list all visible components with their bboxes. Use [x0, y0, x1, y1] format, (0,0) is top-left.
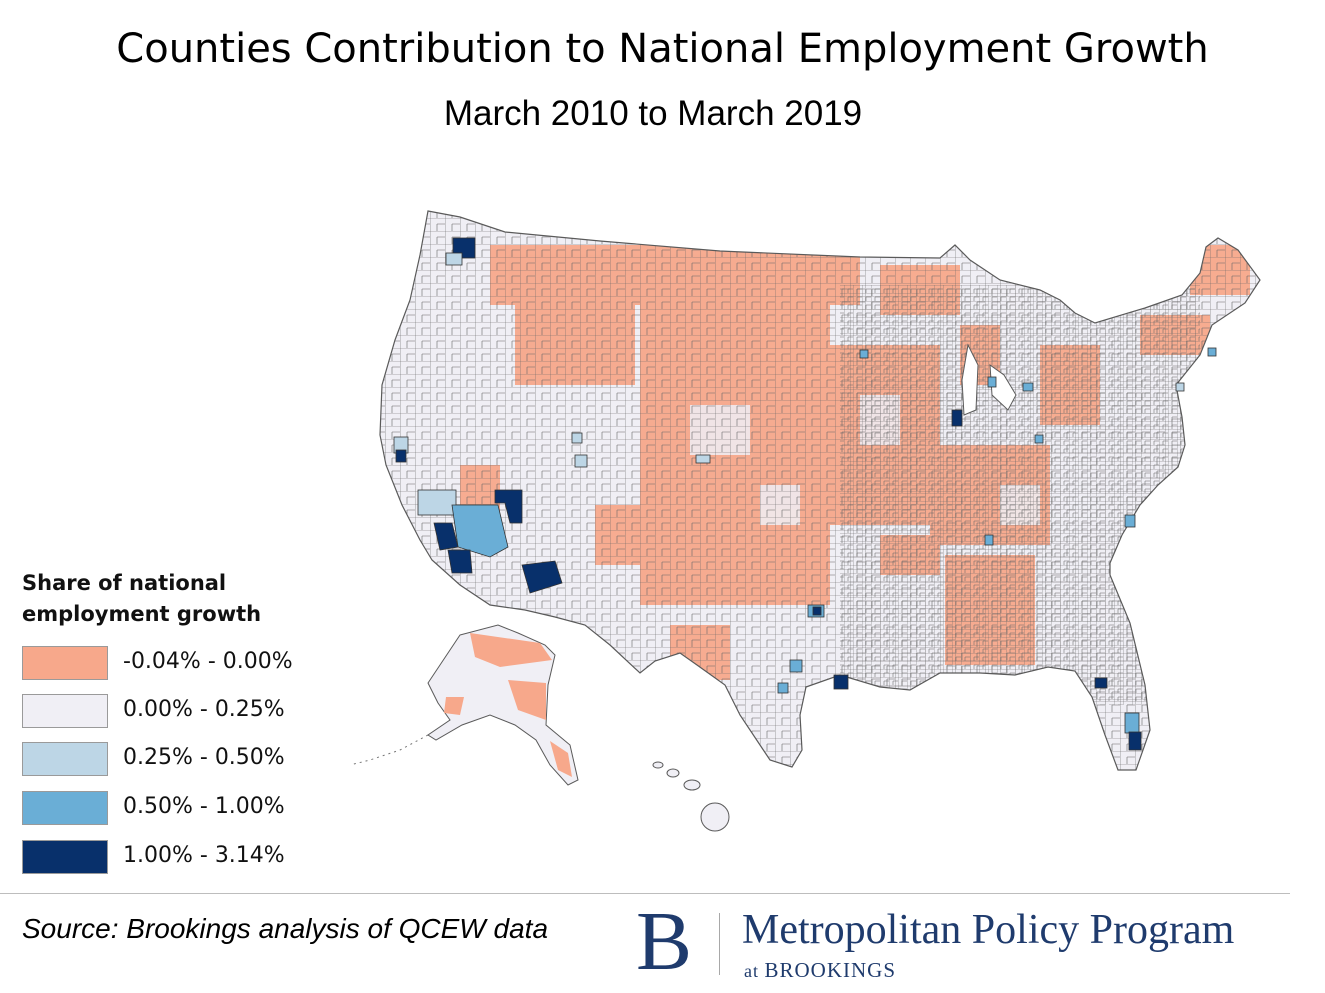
legend-item: 1.00% - 3.14% [22, 840, 362, 874]
chart-subtitle: March 2010 to March 2019 [443, 94, 863, 133]
county-boundaries-east [840, 285, 1200, 705]
legend-label: 0.25% - 0.50% [123, 745, 285, 770]
legend-label: -0.04% - 0.00% [123, 649, 293, 674]
legend-swatch [22, 791, 108, 825]
hawaii [652, 761, 730, 832]
legend-swatch [22, 646, 108, 680]
alaska [349, 624, 579, 786]
legend-item: 0.00% - 0.25% [22, 694, 362, 728]
affiliation-prefix: at [744, 961, 759, 981]
legend-item: -0.04% - 0.00% [22, 646, 362, 680]
legend-title: Share of national employment growth [22, 571, 262, 626]
program-affiliation: at BROOKINGS [744, 958, 896, 983]
footer-divider [0, 893, 1290, 894]
logo-divider [719, 913, 720, 975]
legend-label: 0.50% - 1.00% [123, 794, 285, 819]
legend-item: 0.25% - 0.50% [22, 742, 362, 776]
contiguous-us [379, 210, 1261, 771]
brookings-logo-mark: B [636, 895, 693, 988]
legend-item: 0.50% - 1.00% [22, 791, 362, 825]
great-lakes [961, 343, 1017, 416]
affiliation-name: BROOKINGS [764, 958, 897, 982]
legend-label: 1.00% - 3.14% [123, 843, 285, 868]
legend-swatch [22, 840, 108, 874]
legend-swatch [22, 742, 108, 776]
program-name: Metropolitan Policy Program [742, 907, 1235, 953]
legend-swatch [22, 694, 108, 728]
chart-title: Counties Contribution to National Employ… [116, 26, 1209, 72]
source-note: Source: Brookings analysis of QCEW data [22, 913, 549, 944]
us-county-map [349, 210, 1261, 832]
legend-label: 0.00% - 0.25% [123, 697, 285, 722]
high-growth-counties [393, 237, 1217, 751]
